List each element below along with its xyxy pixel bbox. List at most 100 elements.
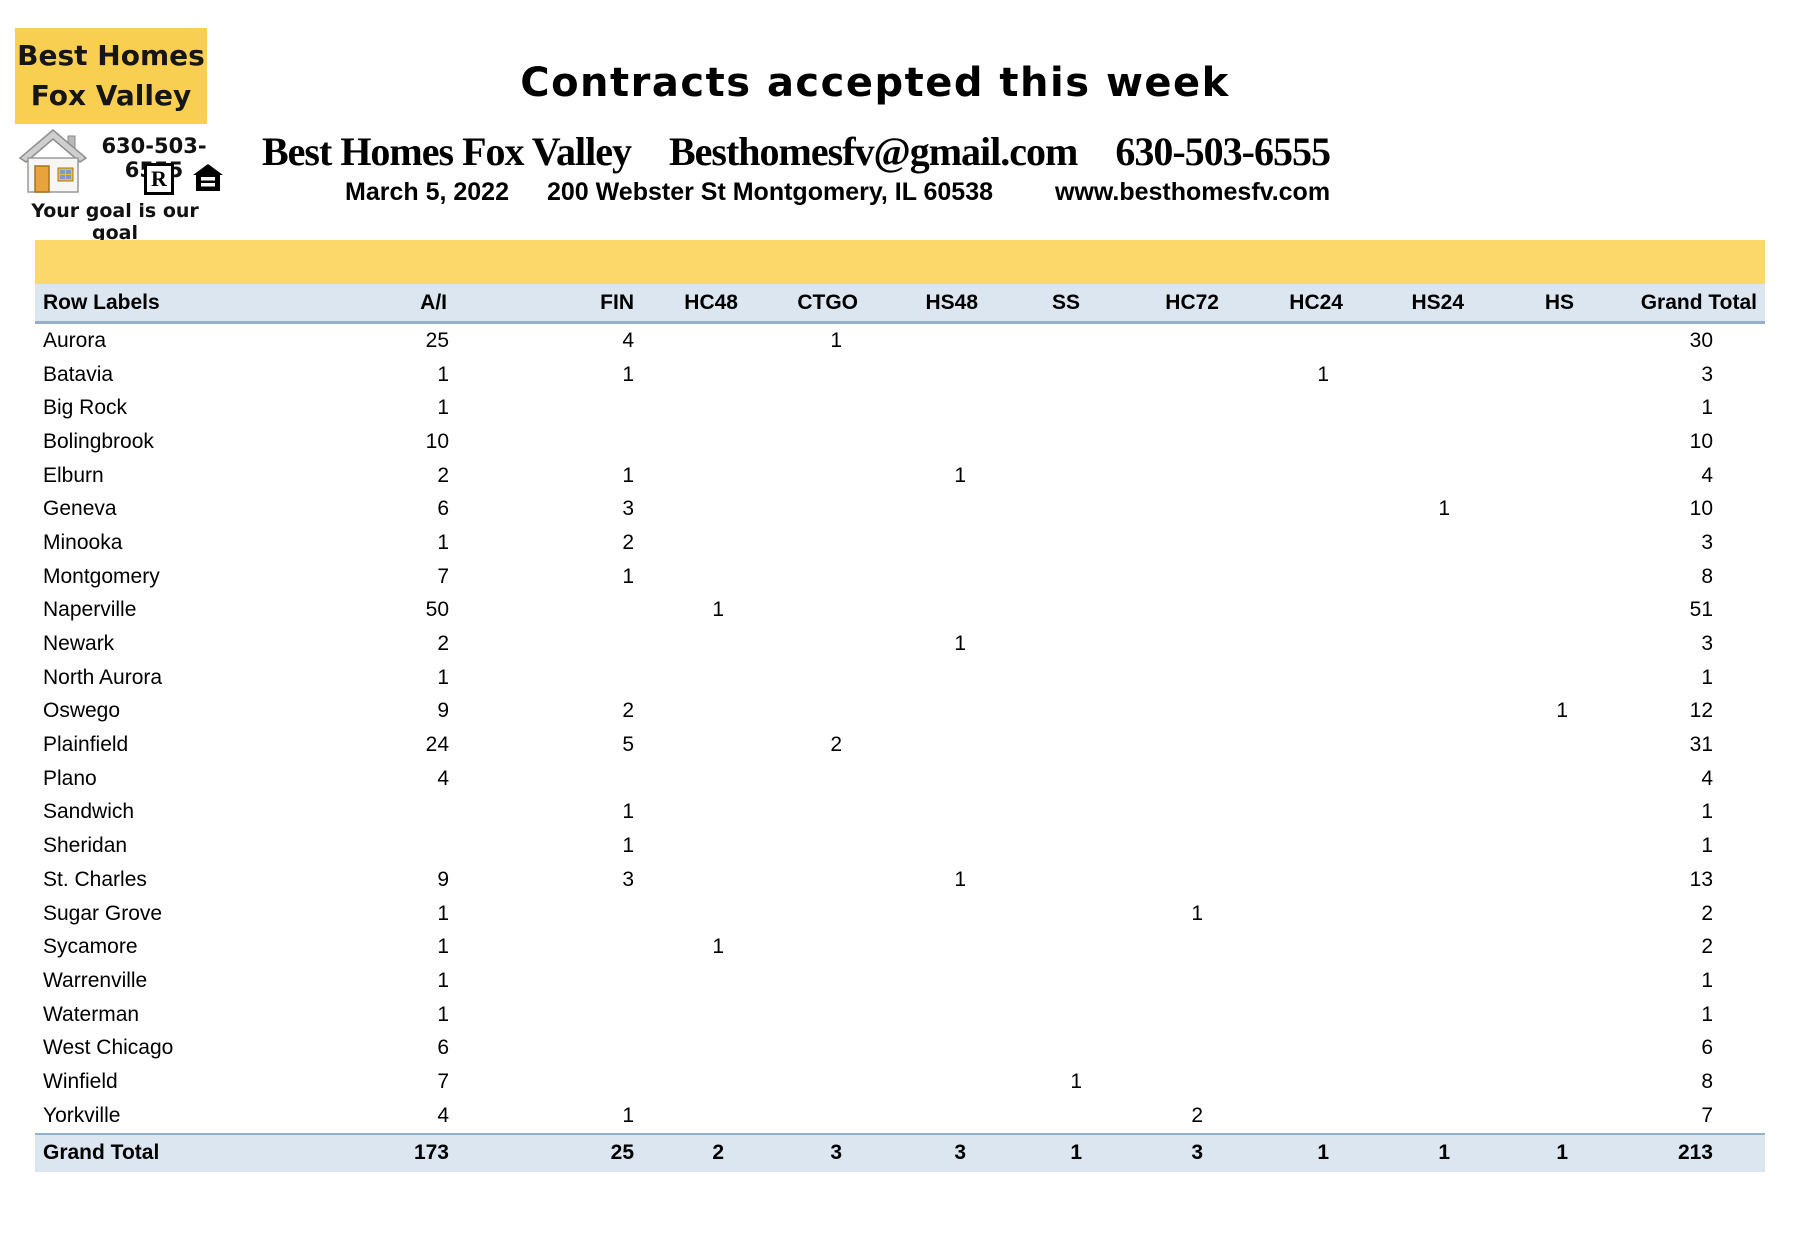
value-cell	[1088, 998, 1227, 1032]
value-cell	[1088, 1031, 1227, 1065]
row-labels-header: Row Labels	[35, 284, 355, 324]
column-header-ss: SS	[986, 284, 1088, 324]
value-cell	[642, 1065, 746, 1099]
value-cell	[1088, 930, 1227, 964]
value-cell	[746, 897, 866, 931]
value-cell	[986, 459, 1088, 493]
value-cell	[986, 358, 1088, 392]
value-cell: 25	[425, 328, 449, 352]
value-cell	[1472, 1099, 1582, 1134]
logo-text-line1: Best Homes	[17, 39, 205, 72]
value-cell: 5	[622, 733, 634, 757]
realtor-icon: R	[144, 163, 174, 195]
value-cell	[746, 1065, 866, 1099]
value-cell	[1088, 391, 1227, 425]
value-cell: 1	[1070, 1069, 1082, 1093]
value-cell	[1227, 1099, 1351, 1134]
value-cell	[986, 323, 1088, 358]
value-cell	[1351, 661, 1472, 695]
value-cell	[455, 930, 642, 964]
value-cell	[1472, 627, 1582, 661]
value-cell	[866, 323, 986, 358]
value-cell	[986, 930, 1088, 964]
table-row: Plano 4 4	[35, 762, 1765, 796]
value-cell	[642, 661, 746, 695]
grand-total-cell: 1	[986, 1132, 1088, 1172]
value-cell	[1351, 930, 1472, 964]
value-cell	[866, 358, 986, 392]
table-row: Newark 2 1 3	[35, 627, 1765, 661]
row-label: Big Rock	[43, 396, 128, 420]
grand-total-cell: 213	[1582, 1132, 1765, 1172]
value-cell	[866, 391, 986, 425]
grand-total-cell: 3	[1088, 1132, 1227, 1172]
value-cell: 1	[1191, 901, 1203, 925]
value-cell	[1351, 1031, 1472, 1065]
value-cell	[746, 358, 866, 392]
table-row: Naperville 50 1 51	[35, 594, 1765, 628]
value-cell	[746, 796, 866, 830]
value-cell: 3	[1701, 632, 1713, 656]
value-cell	[1088, 695, 1227, 729]
value-cell	[642, 1031, 746, 1065]
value-cell: 1	[830, 328, 842, 352]
value-cell: 4	[1701, 463, 1713, 487]
value-cell: 6	[437, 1036, 449, 1060]
grand-total-cell: 2	[642, 1132, 746, 1172]
value-cell	[986, 998, 1088, 1032]
row-label: North Aurora	[43, 665, 163, 689]
column-header-a-i: A/I	[355, 284, 455, 324]
value-cell	[1088, 829, 1227, 863]
row-label: Sugar Grove	[43, 901, 163, 925]
value-cell	[1351, 695, 1472, 729]
value-cell	[1227, 728, 1351, 762]
value-cell: 2	[622, 530, 634, 554]
value-cell	[986, 627, 1088, 661]
value-cell	[1227, 829, 1351, 863]
value-cell	[642, 964, 746, 998]
row-label: West Chicago	[43, 1036, 174, 1060]
row-label: Naperville	[43, 598, 137, 622]
value-cell	[1351, 391, 1472, 425]
contracts-table-section: Row Labels A/I FIN HC48 CTGO HS48 SS HC72 HC24 HS…	[35, 240, 1765, 1172]
value-cell	[866, 1099, 986, 1134]
value-cell	[746, 526, 866, 560]
value-cell	[1351, 323, 1472, 358]
value-cell	[1472, 459, 1582, 493]
value-cell	[1351, 1065, 1472, 1099]
table-row: Minooka 1 2 3	[35, 526, 1765, 560]
value-cell	[746, 1099, 866, 1134]
value-cell: 31	[1689, 733, 1713, 757]
value-cell	[746, 1031, 866, 1065]
value-cell	[866, 492, 986, 526]
value-cell	[746, 863, 866, 897]
value-cell	[1227, 762, 1351, 796]
grand-total-cell: 1	[1227, 1132, 1351, 1172]
value-cell	[746, 391, 866, 425]
value-cell	[1472, 391, 1582, 425]
column-header-fin: FIN	[455, 284, 642, 324]
value-cell	[1227, 459, 1351, 493]
row-label: Aurora	[43, 328, 107, 352]
value-cell: 9	[437, 867, 449, 891]
value-cell	[1227, 863, 1351, 897]
value-cell	[1227, 425, 1351, 459]
value-cell	[1351, 998, 1472, 1032]
value-cell: 1	[622, 834, 634, 858]
value-cell	[1472, 560, 1582, 594]
value-cell: 1	[622, 800, 634, 824]
value-cell	[866, 897, 986, 931]
value-cell: 1	[954, 632, 966, 656]
value-cell: 4	[622, 328, 634, 352]
value-cell	[455, 391, 642, 425]
row-label: Bolingbrook	[43, 429, 154, 453]
row-label: Plainfield	[43, 733, 129, 757]
value-cell	[1472, 964, 1582, 998]
value-cell: 1	[622, 362, 634, 386]
table-row: Batavia 1 1 1 3	[35, 358, 1765, 392]
grand-total-cell: 25	[455, 1132, 642, 1172]
value-cell	[1472, 829, 1582, 863]
table-row: Winfield 7 1 8	[35, 1065, 1765, 1099]
value-cell	[642, 762, 746, 796]
row-label: Newark	[43, 632, 115, 656]
